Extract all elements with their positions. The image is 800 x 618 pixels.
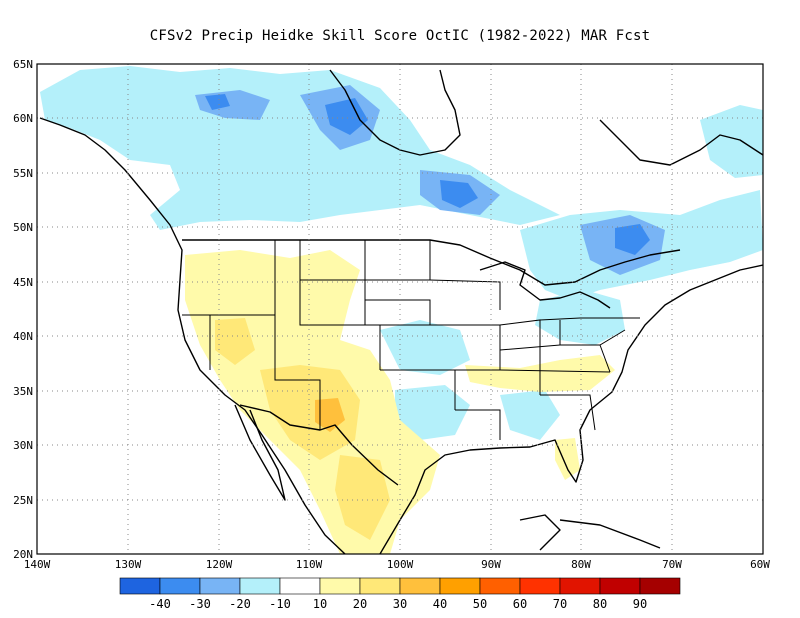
- shade-blue-quebec-core: [615, 224, 650, 255]
- colorbar: -40 -30 -20 -10 10 20 30 40 50 60 70 80 …: [119, 577, 681, 611]
- colorbar-label-8: 40: [433, 597, 447, 611]
- colorbar-label-10: 60: [513, 597, 527, 611]
- colorbar-label-9: 50: [473, 597, 487, 611]
- map-frame: [36, 63, 764, 555]
- hudson-bay: [329, 69, 461, 156]
- lat-label-50n: 50N: [13, 221, 33, 234]
- colorbar-label-3: -20: [229, 597, 251, 611]
- lon-label-70w: 70W: [662, 558, 682, 571]
- great-lakes: [479, 261, 611, 309]
- colorbar-swatches: [119, 577, 681, 595]
- baja-peninsula: [234, 404, 286, 501]
- colorbar-swatch-13: [599, 577, 641, 595]
- colorbar-swatch-8: [399, 577, 441, 595]
- lat-label-45n: 45N: [13, 276, 33, 289]
- colorbar-labels: -40 -30 -20 -10 10 20 30 40 50 60 70 80 …: [149, 597, 647, 611]
- lat-label-40n: 40N: [13, 330, 33, 343]
- shade-blue-northwest-core: [205, 94, 230, 110]
- colorbar-label-12: 80: [593, 597, 607, 611]
- colorbar-label-5: 10: [313, 597, 327, 611]
- lat-label-60n: 60N: [13, 112, 33, 125]
- colorbar-label-13: 90: [633, 597, 647, 611]
- colorbar-swatch-7: [359, 577, 401, 595]
- map-outlines: [39, 69, 763, 554]
- lon-label-120w: 120W: [206, 558, 233, 571]
- colorbar-label-2: -30: [189, 597, 211, 611]
- gulf-coastline: [379, 264, 763, 554]
- shade-light-blue-south-central: [395, 385, 470, 440]
- lon-label-90w: 90W: [481, 558, 501, 571]
- us-canada-border: [182, 239, 681, 286]
- map-title: CFSv2 Precip Heidke Skill Score OctIC (1…: [149, 28, 651, 44]
- lat-label-55n: 55N: [13, 167, 33, 180]
- lon-label-110w: 110W: [296, 558, 323, 571]
- colorbar-swatch-11: [519, 577, 561, 595]
- shade-yellow-southwest: [260, 365, 360, 460]
- lat-label-65n: 65N: [13, 58, 33, 71]
- west-coastline: [39, 117, 346, 554]
- quebec-coast: [599, 119, 763, 166]
- shade-yellow-california: [215, 318, 255, 365]
- colorbar-swatch-4: [239, 577, 281, 595]
- lon-axis-labels: 140W 130W 120W 110W 100W 90W 80W 70W 60W: [24, 558, 771, 571]
- colorbar-swatch-2: [159, 577, 201, 595]
- lon-label-100w: 100W: [387, 558, 414, 571]
- colorbar-label-1: -40: [149, 597, 171, 611]
- lat-axis-labels: 65N 60N 55N 50N 45N 40N 35N 30N 25N 20N: [13, 58, 33, 561]
- cuba: [559, 519, 661, 549]
- colorbar-label-7: 30: [393, 597, 407, 611]
- shade-blue-ontario-core: [440, 180, 478, 208]
- colorbar-swatch-5: [279, 577, 321, 595]
- lat-label-20n: 20N: [13, 548, 33, 561]
- yucatan-coast: [519, 514, 561, 551]
- shade-pale-yellow-florida: [555, 438, 580, 480]
- colorbar-swatch-14: [639, 577, 681, 595]
- lat-label-25n: 25N: [13, 494, 33, 507]
- us-mexico-border: [239, 404, 399, 486]
- colorbar-label-11: 70: [553, 597, 567, 611]
- shade-light-blue-northeast: [700, 105, 763, 178]
- lon-label-140w: 140W: [24, 558, 51, 571]
- lon-label-60w: 60W: [750, 558, 770, 571]
- state-boundaries: [182, 240, 640, 440]
- colorbar-swatch-1: [119, 577, 161, 595]
- colorbar-swatch-10: [479, 577, 521, 595]
- shade-yellow-mexico: [335, 455, 390, 540]
- colorbar-swatch-3: [199, 577, 241, 595]
- skill-shading: [40, 66, 763, 554]
- lat-label-35n: 35N: [13, 385, 33, 398]
- colorbar-swatch-6: [319, 577, 361, 595]
- lon-label-80w: 80W: [571, 558, 591, 571]
- lat-label-30n: 30N: [13, 439, 33, 452]
- shade-light-blue-southeast: [500, 390, 560, 440]
- shade-blue-hudson-core: [325, 98, 368, 135]
- colorbar-swatch-9: [439, 577, 481, 595]
- colorbar-swatch-12: [559, 577, 601, 595]
- shade-light-blue-midwest: [380, 320, 470, 375]
- lon-label-130w: 130W: [115, 558, 142, 571]
- colorbar-label-6: 20: [353, 597, 367, 611]
- colorbar-label-4: -10: [269, 597, 291, 611]
- gridlines: [37, 64, 763, 554]
- shade-orange-trans-pecos: [315, 398, 345, 432]
